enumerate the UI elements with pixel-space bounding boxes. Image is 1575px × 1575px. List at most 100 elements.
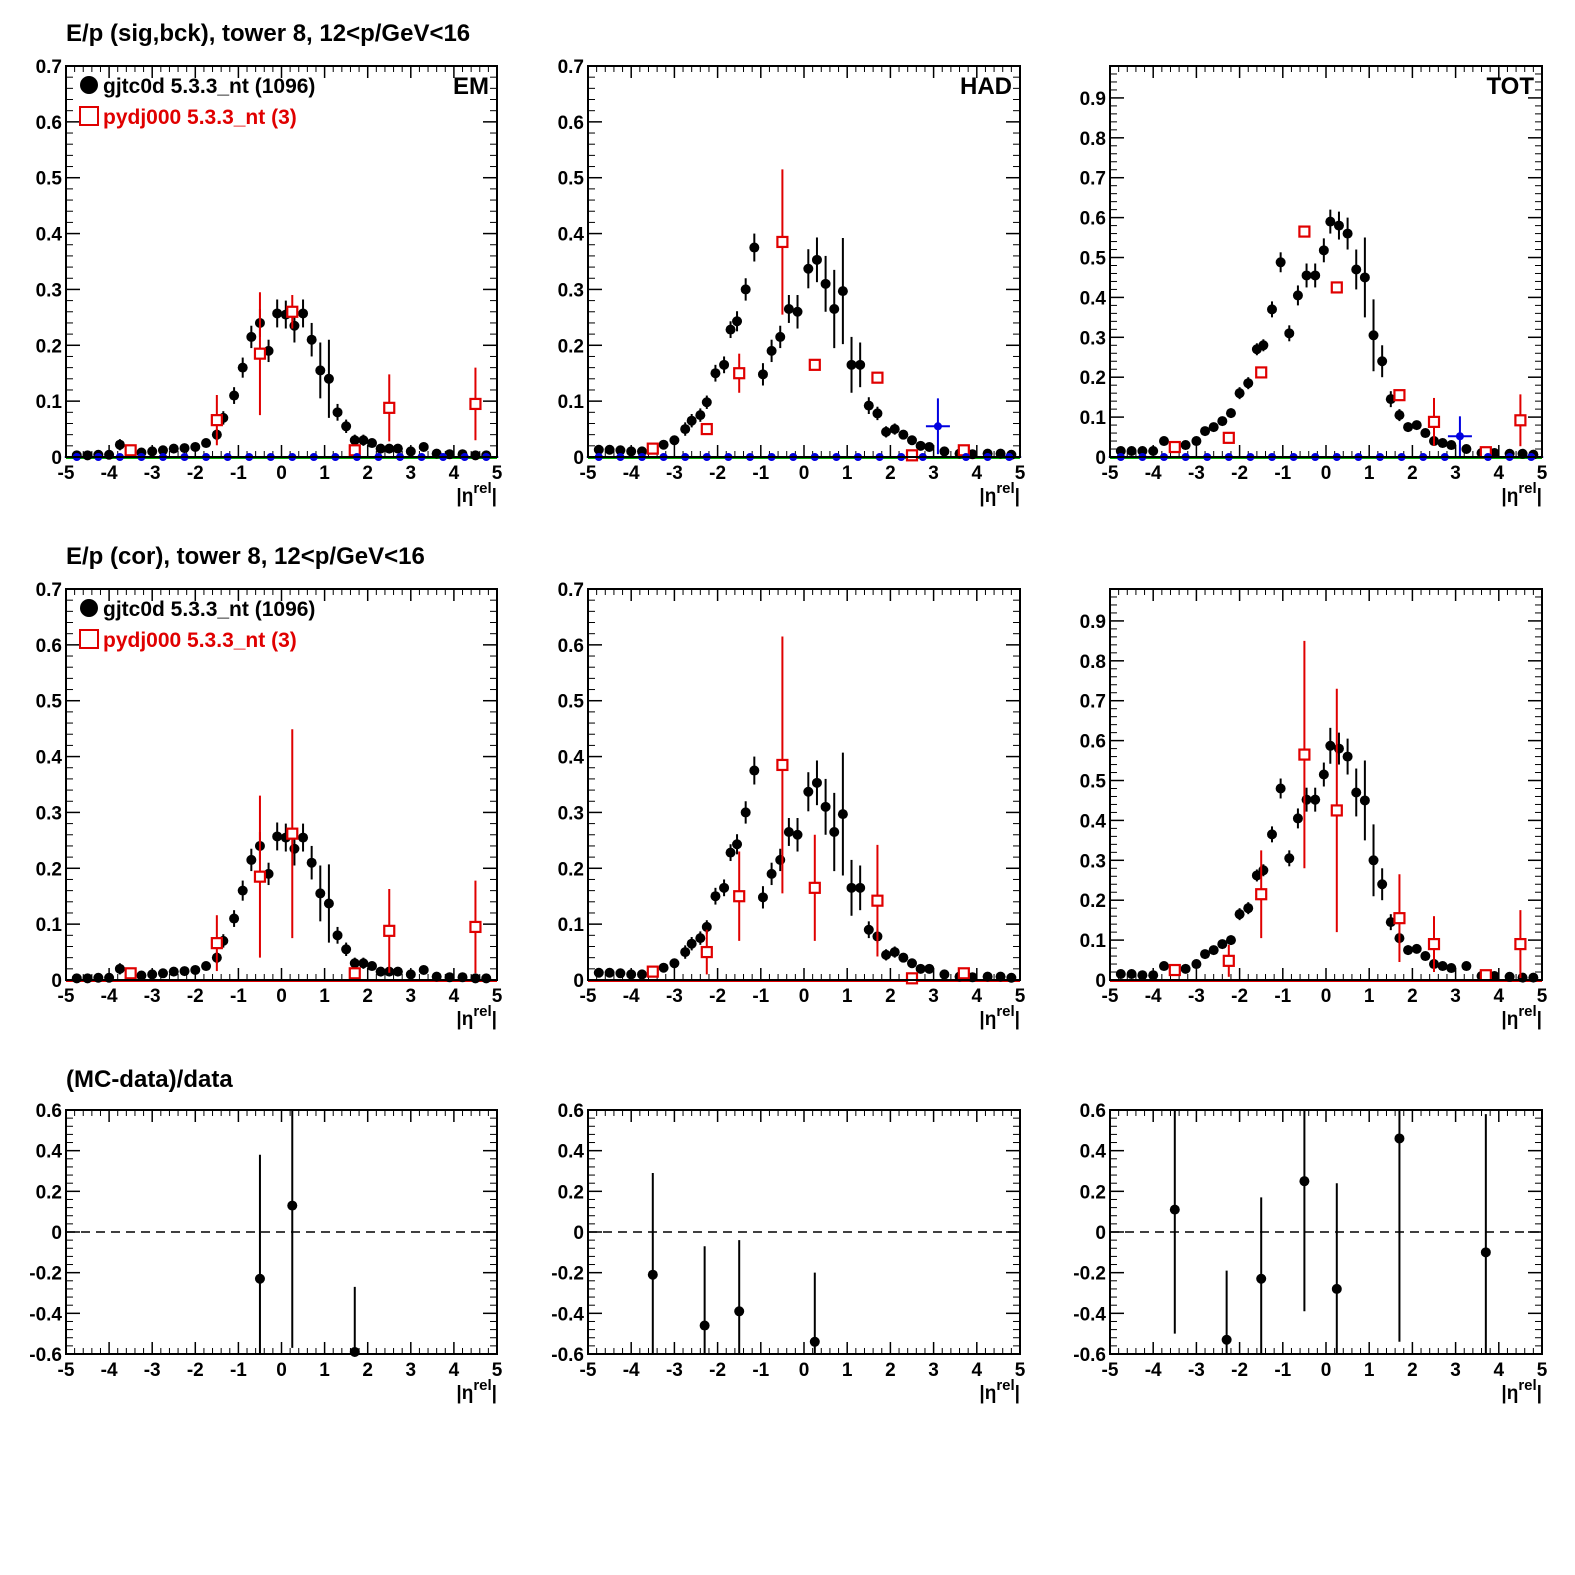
chart-panel-r1c1: -5 -4 -3 -2 -1 0 1 2 3 4 5 0 0.1 0.2 0.3 0.4 0.5 0.6 0.7 |η… — [36, 57, 503, 507]
x-tick-label: -5 — [58, 986, 75, 1007]
data-point — [237, 362, 248, 373]
x-tick-label: 2 — [362, 986, 373, 1007]
data-point — [237, 885, 248, 896]
data-point — [1258, 340, 1269, 351]
data-point — [803, 786, 814, 797]
y-tick-label: 0.6 — [558, 636, 584, 657]
data-point — [1301, 794, 1312, 805]
y-tick-label: 0.1 — [558, 915, 585, 936]
data-point — [915, 440, 926, 451]
data-point — [82, 973, 93, 984]
x-tick-label: 5 — [492, 1360, 503, 1381]
x-tick-label: 5 — [1015, 1360, 1026, 1381]
data-point — [358, 958, 369, 969]
data-point — [829, 826, 840, 837]
data-point — [695, 933, 706, 944]
mc-point — [253, 347, 267, 360]
y-tick-label: 0.5 — [1080, 772, 1107, 793]
data-point — [229, 913, 240, 924]
data-point — [775, 331, 786, 342]
x-tick-label: 4 — [1494, 1360, 1505, 1381]
data-point — [1377, 879, 1388, 890]
data-point — [1208, 422, 1219, 433]
x-tick-label: 4 — [972, 986, 983, 1007]
data-point — [757, 892, 768, 903]
y-tick-label: 0 — [1095, 1223, 1106, 1244]
data-point — [1191, 436, 1202, 447]
data-point — [1267, 829, 1277, 840]
x-tick-label: -2 — [709, 463, 726, 484]
x-axis-title: |ηrel| — [456, 480, 497, 507]
data-point — [855, 882, 866, 893]
panel-label: TOT — [1486, 73, 1534, 100]
data-point — [405, 969, 416, 980]
x-tick-label: -2 — [187, 986, 204, 1007]
x-tick-label: -2 — [709, 1360, 726, 1381]
data-point — [757, 369, 768, 380]
mc-point — [1393, 389, 1406, 402]
data-point — [604, 444, 615, 455]
data-point — [710, 891, 721, 902]
data-point — [924, 963, 935, 974]
y-tick-label: -0.2 — [29, 1264, 62, 1285]
x-axis-title: |ηrel| — [1501, 1003, 1542, 1030]
data-point — [889, 947, 900, 958]
data-point — [418, 964, 429, 975]
x-tick-label: 3 — [928, 463, 939, 484]
data-point — [1394, 410, 1405, 421]
x-tick-label: 3 — [1450, 463, 1461, 484]
x-tick-label: 3 — [928, 1360, 939, 1381]
mc-point — [1222, 954, 1235, 967]
data-point — [367, 961, 378, 972]
y-tick-label: 0.1 — [1080, 408, 1107, 429]
y-tick-label: 0.4 — [36, 748, 63, 769]
mc-point — [1168, 963, 1181, 977]
data-point — [1221, 1334, 1232, 1345]
mc-point — [1427, 937, 1441, 951]
data-point — [701, 397, 712, 408]
x-tick-label: 0 — [1321, 1360, 1332, 1381]
data-point — [358, 435, 369, 446]
x-tick-label: 4 — [449, 463, 460, 484]
data-point — [701, 921, 712, 932]
data-point — [1243, 378, 1254, 389]
data-point — [1368, 855, 1379, 866]
data-point — [792, 829, 803, 840]
legend-data-marker — [80, 76, 98, 94]
data-point — [792, 306, 803, 317]
x-tick-label: -2 — [1231, 463, 1248, 484]
x-tick-label: 4 — [1494, 463, 1505, 484]
mc-point — [469, 397, 482, 411]
data-point — [907, 958, 917, 969]
data-point — [1258, 865, 1269, 876]
data-point — [1234, 909, 1245, 920]
data-point — [1461, 444, 1472, 455]
data-point — [939, 446, 950, 457]
x-tick-label: 3 — [406, 463, 417, 484]
data-point — [375, 966, 386, 977]
x-tick-label: 5 — [1015, 986, 1026, 1007]
data-point — [1310, 794, 1321, 805]
mc-point — [348, 967, 361, 980]
x-tick-label: 0 — [276, 1360, 287, 1381]
x-tick-label: 5 — [492, 463, 503, 484]
data-point — [725, 324, 736, 335]
y-tick-label: 0.3 — [558, 803, 584, 824]
y-tick-label: 0.2 — [1080, 368, 1106, 389]
data-point — [1275, 257, 1286, 268]
data-point — [820, 278, 831, 289]
y-tick-label: 0.6 — [1080, 732, 1106, 753]
data-point — [1420, 951, 1431, 962]
chart-panel-r2c3: -5 -4 -3 -2 -1 0 1 2 3 4 5 0 0.1 0.2 0.3 0.4 0.5 0.6 0.7 0.… — [1080, 588, 1548, 1030]
data-point — [1437, 438, 1448, 449]
data-point — [315, 888, 326, 899]
data-point — [263, 868, 274, 879]
y-tick-label: 0.3 — [36, 280, 62, 301]
mc-point — [871, 371, 884, 384]
data-point — [1403, 945, 1414, 956]
chart-panel-r2c1: -5 -4 -3 -2 -1 0 1 2 3 4 5 0 0.1 0.2 0.3 0.4 0.5 0.6 0.7 |η… — [36, 580, 503, 1030]
x-tick-label: -3 — [666, 463, 683, 484]
data-point — [114, 963, 125, 974]
mc-point — [808, 881, 821, 894]
y-tick-label: 0.4 — [1080, 811, 1107, 832]
